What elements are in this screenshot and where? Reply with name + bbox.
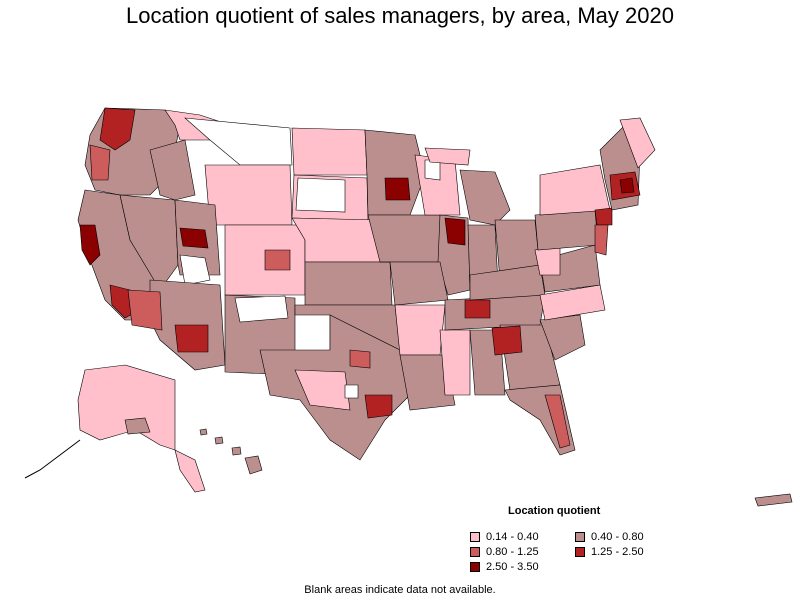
region-boston bbox=[619, 177, 635, 194]
region-nevada bbox=[119, 194, 179, 291]
legend-swatch bbox=[575, 532, 585, 542]
region-idaho bbox=[149, 139, 196, 201]
legend-item-low: 0.14 - 0.40 bbox=[470, 531, 539, 543]
region-kansas bbox=[304, 261, 393, 306]
region-louisiana bbox=[399, 354, 456, 411]
legend-swatch bbox=[470, 547, 480, 557]
legend-label: 0.40 - 0.80 bbox=[591, 531, 644, 543]
region-hawaii-kauai bbox=[199, 428, 208, 436]
legend-label: 0.80 - 1.25 bbox=[486, 546, 539, 558]
region-utah-slc bbox=[179, 227, 209, 249]
region-california-bay bbox=[79, 224, 101, 266]
contiguous-us bbox=[77, 107, 656, 461]
puerto-rico bbox=[754, 493, 793, 507]
region-minnesota-metro bbox=[384, 177, 411, 201]
region-maine bbox=[619, 117, 656, 169]
region-arkansas bbox=[394, 304, 446, 356]
region-georgia-atlanta bbox=[491, 325, 523, 356]
region-utah-blank bbox=[179, 254, 211, 286]
region-oregon-west bbox=[89, 144, 111, 181]
footnote: Blank areas indicate data not available. bbox=[304, 584, 496, 596]
region-colorado-denver bbox=[264, 249, 291, 271]
region-missouri bbox=[380, 261, 449, 306]
region-arizona-north bbox=[127, 289, 163, 331]
region-minnesota bbox=[364, 129, 426, 216]
region-alaska-anchorage bbox=[124, 417, 151, 435]
region-alaska bbox=[77, 364, 176, 451]
region-north-dakota bbox=[291, 127, 368, 176]
hawaii bbox=[199, 428, 263, 475]
region-michigan bbox=[459, 169, 511, 226]
region-wyoming bbox=[204, 164, 293, 226]
region-wisconsin-blank bbox=[424, 159, 441, 181]
region-florida-east bbox=[544, 394, 571, 449]
region-texas-dallas bbox=[349, 349, 371, 369]
region-puerto-rico bbox=[754, 493, 793, 507]
region-north-carolina bbox=[539, 284, 606, 321]
region-south-dakota-blank bbox=[295, 177, 346, 213]
legend-label: 2.50 - 3.50 bbox=[486, 561, 539, 573]
region-washington-west bbox=[99, 107, 136, 151]
region-michigan-up bbox=[424, 147, 471, 166]
alaska bbox=[24, 364, 206, 493]
region-illinois-chicago bbox=[444, 217, 466, 246]
region-new-mexico-blank bbox=[234, 295, 289, 323]
legend-item-veryhigh: 2.50 - 3.50 bbox=[470, 561, 539, 573]
alaska-aleutians bbox=[24, 439, 81, 479]
legend-item-high: 1.25 - 2.50 bbox=[575, 546, 644, 558]
region-alaska-southeast bbox=[174, 449, 206, 493]
region-texas-houston bbox=[364, 394, 393, 419]
legend-swatch bbox=[470, 532, 480, 542]
region-texas-blank bbox=[344, 384, 359, 399]
region-mississippi bbox=[439, 329, 471, 396]
region-new-jersey bbox=[594, 224, 609, 256]
region-new-york-city bbox=[594, 207, 613, 226]
legend-label: 1.25 - 2.50 bbox=[591, 546, 644, 558]
legend-item-mid: 0.40 - 0.80 bbox=[575, 531, 644, 543]
region-arizona-phoenix bbox=[174, 324, 209, 353]
legend-title: Location quotient bbox=[508, 505, 601, 517]
legend-label: 0.14 - 0.40 bbox=[486, 531, 539, 543]
region-montana-blank bbox=[184, 117, 293, 166]
region-hawaii-oahu bbox=[214, 436, 224, 445]
map-title: Location quotient of sales managers, by … bbox=[126, 3, 674, 28]
legend-swatch bbox=[575, 547, 585, 557]
region-pennsylvania bbox=[534, 209, 599, 251]
region-new-york bbox=[539, 164, 611, 216]
region-texas-west bbox=[294, 369, 351, 411]
region-hawaii-maui bbox=[231, 446, 242, 456]
legend-swatch bbox=[470, 562, 480, 572]
region-tennessee-nashville bbox=[464, 299, 491, 319]
legend-item-midhigh: 0.80 - 1.25 bbox=[470, 546, 539, 558]
region-iowa bbox=[367, 214, 443, 263]
region-hawaii-big bbox=[244, 455, 263, 475]
